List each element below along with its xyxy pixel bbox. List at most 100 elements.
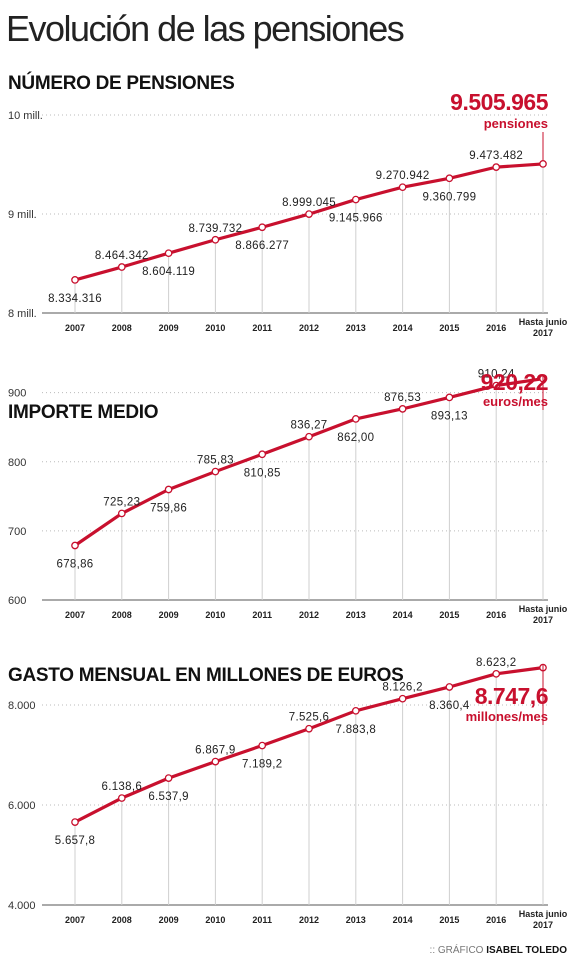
data-point — [164, 485, 173, 494]
credit-author: ISABEL TOLEDO — [486, 945, 567, 956]
page-title: Evolución de las pensiones — [6, 8, 405, 49]
data-label: 9.145.966 — [329, 213, 383, 225]
y-tick-label: 8.000 — [8, 700, 36, 712]
x-tick-label: 2011 — [252, 915, 272, 925]
data-point — [445, 683, 454, 691]
y-tick-label: 4.000 — [8, 900, 36, 912]
data-label: 8.999.045 — [282, 197, 336, 209]
data-point — [211, 235, 220, 244]
data-label: 6.138,6 — [102, 781, 142, 793]
data-point — [398, 183, 407, 192]
y-tick-label: 700 — [8, 526, 26, 538]
data-point — [492, 163, 501, 171]
y-tick-label: 900 — [8, 388, 26, 400]
x-tick-label: 2016 — [486, 323, 506, 333]
data-label: 8.360,4 — [429, 700, 470, 712]
data-label: 6.867,9 — [195, 745, 235, 757]
data-point — [164, 249, 173, 258]
x-tick-label: 2016 — [486, 610, 506, 620]
x-tick-label: 2011 — [252, 323, 272, 333]
data-label: 8.623,2 — [476, 657, 516, 669]
x-tick-label: 2014 — [393, 610, 413, 620]
y-tick-label: 9 mill. — [8, 209, 37, 221]
x-tick-label: 2008 — [112, 323, 132, 333]
x-tick-label: 2010 — [205, 323, 225, 333]
x-tick-label: 2013 — [346, 610, 366, 620]
chart-numero-pensiones: 8 mill. 9 mill. 10 mill. 2007 2008 2009 2010 20… — [8, 89, 568, 338]
data-label: 862,00 — [337, 432, 374, 444]
data-point — [71, 541, 79, 550]
data-label: 836,27 — [291, 420, 328, 432]
data-label: 725,23 — [103, 496, 140, 508]
x-tick-label: 2007 — [65, 610, 85, 620]
data-point — [539, 160, 547, 168]
chart-importe-medio: 600 700 800 900 2007 2008 2009 2010 2011 2012 2013… — [8, 369, 568, 625]
credit-line: :: GRÁFICO ISABEL TOLEDO — [430, 945, 567, 956]
data-point — [445, 393, 454, 402]
x-tick-label: 2009 — [159, 610, 179, 620]
chart-title-gasto-mensual: GASTO MENSUAL EN MILLONES DE EUROS — [8, 665, 404, 686]
highlight-value: 8.747,6 — [475, 683, 548, 709]
data-point — [117, 794, 126, 802]
x-tick-label: 2007 — [65, 915, 85, 925]
x-tick-label: 2013 — [346, 323, 366, 333]
data-label: 7.189,2 — [242, 759, 282, 771]
highlight-value: 920,22 — [481, 369, 548, 395]
highlight-unit: pensiones — [484, 116, 548, 131]
data-label: 5.657,8 — [55, 835, 95, 847]
x-tick-label: 2010 — [205, 610, 225, 620]
x-tick-label: 2009 — [159, 323, 179, 333]
data-point — [305, 210, 313, 218]
data-label: 810,85 — [244, 467, 281, 479]
data-label: 759,86 — [150, 503, 187, 515]
x-tick-label: 2013 — [346, 915, 366, 925]
data-point — [117, 509, 126, 518]
data-point — [492, 669, 501, 678]
highlight-unit: euros/mes — [483, 394, 548, 409]
y-tick-label: 10 mill. — [8, 110, 43, 122]
y-tick-label: 8 mill. — [8, 308, 37, 320]
data-point — [398, 405, 407, 413]
data-point — [258, 741, 267, 750]
data-label: 8.334.316 — [48, 293, 102, 305]
data-label: 9.473.482 — [469, 150, 523, 162]
highlight-value: 9.505.965 — [450, 89, 549, 115]
data-label: 785,83 — [197, 455, 234, 467]
y-tick-label: 600 — [8, 595, 26, 607]
data-point — [258, 223, 267, 232]
data-label: 8.126,2 — [382, 682, 422, 694]
x-tick-label: Hasta junio 2017 — [519, 317, 568, 338]
chart-gasto-mensual: 4.000 6.000 8.000 2007 2008 2009 2010 2011 2012 2… — [8, 657, 568, 930]
x-tick-label: 2016 — [486, 915, 506, 925]
credit-prefix: :: GRÁFICO — [429, 945, 484, 956]
data-label: 8.866.277 — [235, 240, 289, 252]
data-label: 893,13 — [431, 410, 468, 422]
y-tick-label: 6.000 — [8, 800, 36, 812]
data-label: 910,24 — [478, 369, 515, 381]
x-tick-label: 2014 — [393, 323, 413, 333]
data-label: 8.604.119 — [142, 266, 195, 278]
data-point — [117, 263, 126, 271]
x-tick-label: 2007 — [65, 323, 85, 333]
data-label: 678,86 — [57, 558, 94, 570]
x-tick-label: Hasta junio 2017 — [519, 909, 568, 930]
x-tick-label: 2012 — [299, 610, 319, 620]
data-label: 7.525,6 — [289, 712, 329, 724]
x-tick-label: 2011 — [252, 610, 272, 620]
data-point — [351, 706, 360, 715]
x-tick-label: 2014 — [393, 915, 413, 925]
data-label: 8.464.342 — [95, 250, 149, 262]
data-label: 9.360.799 — [422, 191, 476, 203]
highlight-unit: millones/mes — [466, 709, 548, 724]
x-tick-label: 2015 — [439, 610, 459, 620]
data-point — [211, 467, 220, 476]
x-tick-label: 2008 — [112, 610, 132, 620]
data-point — [398, 694, 407, 703]
x-tick-label: 2015 — [439, 915, 459, 925]
data-point — [445, 174, 454, 183]
data-point — [492, 381, 501, 390]
x-tick-label: 2015 — [439, 323, 459, 333]
x-tick-label: 2012 — [299, 323, 319, 333]
data-label: 7.883,8 — [336, 724, 376, 736]
data-label: 6.537,9 — [148, 791, 188, 803]
